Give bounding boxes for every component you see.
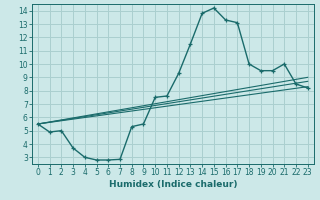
X-axis label: Humidex (Indice chaleur): Humidex (Indice chaleur) [108, 180, 237, 189]
